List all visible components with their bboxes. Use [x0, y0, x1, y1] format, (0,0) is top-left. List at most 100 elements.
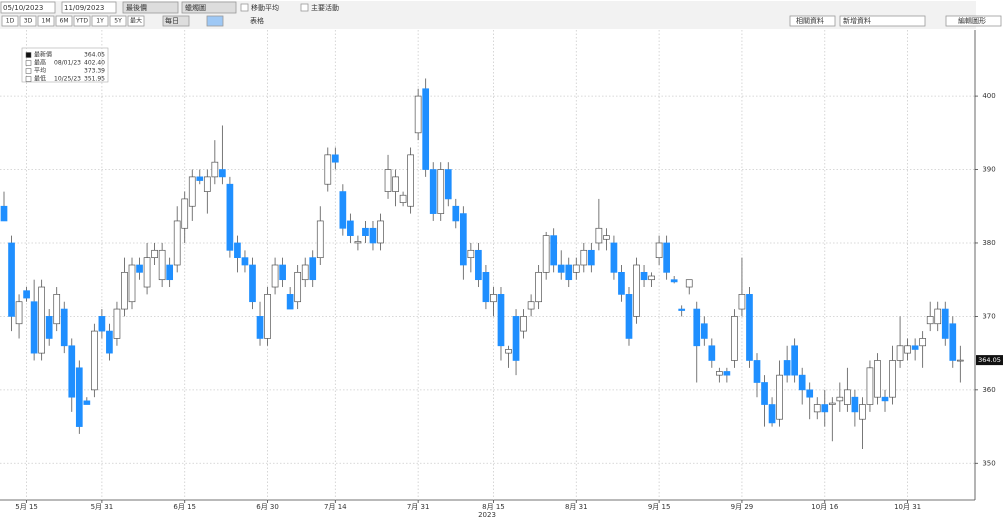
x-tick-label: 8月 15 — [482, 503, 505, 511]
period-button[interactable] — [55, 15, 73, 27]
add-data: 新增資料 — [843, 16, 871, 25]
period-button[interactable] — [127, 15, 145, 27]
y-tick-label: 400 — [982, 92, 995, 100]
color-button[interactable] — [206, 15, 224, 27]
candle-body-up — [392, 176, 399, 192]
x-tick-label: 5月 31 — [91, 503, 114, 511]
legend-box — [21, 47, 109, 83]
period-button[interactable] — [19, 15, 37, 27]
candle-body-up — [354, 241, 362, 244]
period-label: 3D — [24, 18, 33, 25]
candle-body-up — [467, 249, 475, 259]
x-tick-label: 10月 31 — [894, 503, 921, 511]
candle-body-up — [926, 316, 934, 325]
candle-body-down — [444, 169, 452, 200]
candle-body-down — [941, 308, 949, 339]
candle-body-up — [535, 271, 542, 303]
x-tick-label: 7月 14 — [324, 503, 347, 511]
start-date-input[interactable] — [0, 1, 56, 14]
candle-body-up — [603, 235, 610, 240]
related-button[interactable] — [789, 15, 836, 27]
candle-body-down — [565, 264, 573, 281]
end-date-input[interactable] — [61, 1, 117, 14]
x-tick-label: 9月 29 — [731, 503, 754, 511]
candle-body-down — [798, 374, 806, 391]
legend-date: 08/01/23 — [54, 60, 81, 67]
candle-body-down — [196, 176, 204, 181]
candle-body-down — [241, 257, 249, 266]
period-label: 1Y — [96, 18, 104, 25]
toolbar: 05/10/2023 11/09/2023 最後價 蠟燭圖 移動平均 主要活動 … — [0, 1, 1002, 29]
frequency-select[interactable] — [162, 15, 190, 27]
legend-swatch — [25, 68, 32, 74]
candle-body-up — [113, 308, 121, 339]
candle-body-up — [731, 316, 738, 361]
candle-body-up — [896, 345, 904, 361]
candle-body-down — [347, 220, 354, 236]
candle-body-down — [512, 316, 520, 361]
x-tick-label: 9月 15 — [648, 503, 671, 511]
candle-body-down — [75, 367, 83, 427]
start-date: 05/10/2023 — [3, 4, 43, 12]
candle-body-down — [618, 271, 625, 295]
candle-body-up — [151, 249, 158, 259]
candle-body-down — [587, 249, 595, 266]
field: 最後價 — [126, 3, 147, 12]
period-button[interactable] — [1, 15, 19, 27]
add-data-input[interactable] — [839, 15, 926, 27]
y-tick-label: 390 — [982, 166, 995, 174]
candle-body-up — [158, 249, 166, 281]
legend-swatch — [25, 60, 32, 66]
candle-body-down — [746, 294, 753, 361]
candle-body-down — [459, 213, 467, 266]
candle-body-down — [625, 294, 633, 339]
candle-body-down — [286, 294, 294, 310]
candle-body-down — [761, 382, 768, 405]
y-tick-label: 350 — [982, 459, 995, 467]
period-button[interactable] — [73, 15, 91, 27]
candle-body-down — [640, 271, 648, 281]
candle-body-up — [490, 294, 497, 303]
candle-body-up — [776, 374, 783, 420]
candle-body-down — [550, 235, 558, 266]
candle-body-up — [181, 198, 189, 229]
period-label: 1D — [6, 18, 15, 25]
candle-body-down — [256, 316, 264, 339]
candle-body-up — [15, 301, 23, 325]
candle-body-up — [595, 227, 603, 244]
period-button[interactable] — [109, 15, 127, 27]
candle-body-up — [648, 275, 655, 281]
y-tick-label: 370 — [982, 312, 995, 320]
candle-body-down — [45, 316, 53, 339]
edit-button[interactable] — [945, 15, 1002, 27]
candle-body-down — [708, 345, 716, 361]
candle-body-down — [723, 371, 731, 376]
candle-body-down — [700, 323, 708, 339]
candle-body-up — [828, 402, 836, 405]
candle-body-down — [482, 271, 490, 303]
period-button[interactable] — [37, 15, 55, 27]
field-select[interactable] — [122, 1, 179, 14]
candle-body-up — [505, 349, 512, 354]
candle-body-down — [851, 396, 859, 413]
candle-body-down — [249, 264, 256, 303]
events-checkbox[interactable] — [300, 3, 309, 12]
candle-body-up — [301, 264, 309, 281]
candle-body-up — [38, 286, 46, 354]
candle-body-down — [768, 404, 776, 424]
style-select[interactable] — [181, 1, 237, 14]
candle-body-down — [30, 301, 38, 354]
table-button[interactable]: 表格 — [250, 16, 264, 25]
legend-value: 364.05 — [84, 52, 105, 59]
candle-body-down — [911, 345, 919, 350]
candle-body-down — [949, 323, 957, 361]
candle-body-up — [655, 242, 663, 259]
ma-checkbox[interactable] — [240, 3, 249, 12]
candle-body-down — [783, 360, 791, 376]
edit-chart: 編輯圖形 — [958, 16, 986, 25]
legend-swatch — [25, 76, 32, 82]
period-button[interactable] — [91, 15, 109, 27]
candle-body-up — [934, 308, 942, 325]
candle-body-down — [68, 345, 76, 398]
